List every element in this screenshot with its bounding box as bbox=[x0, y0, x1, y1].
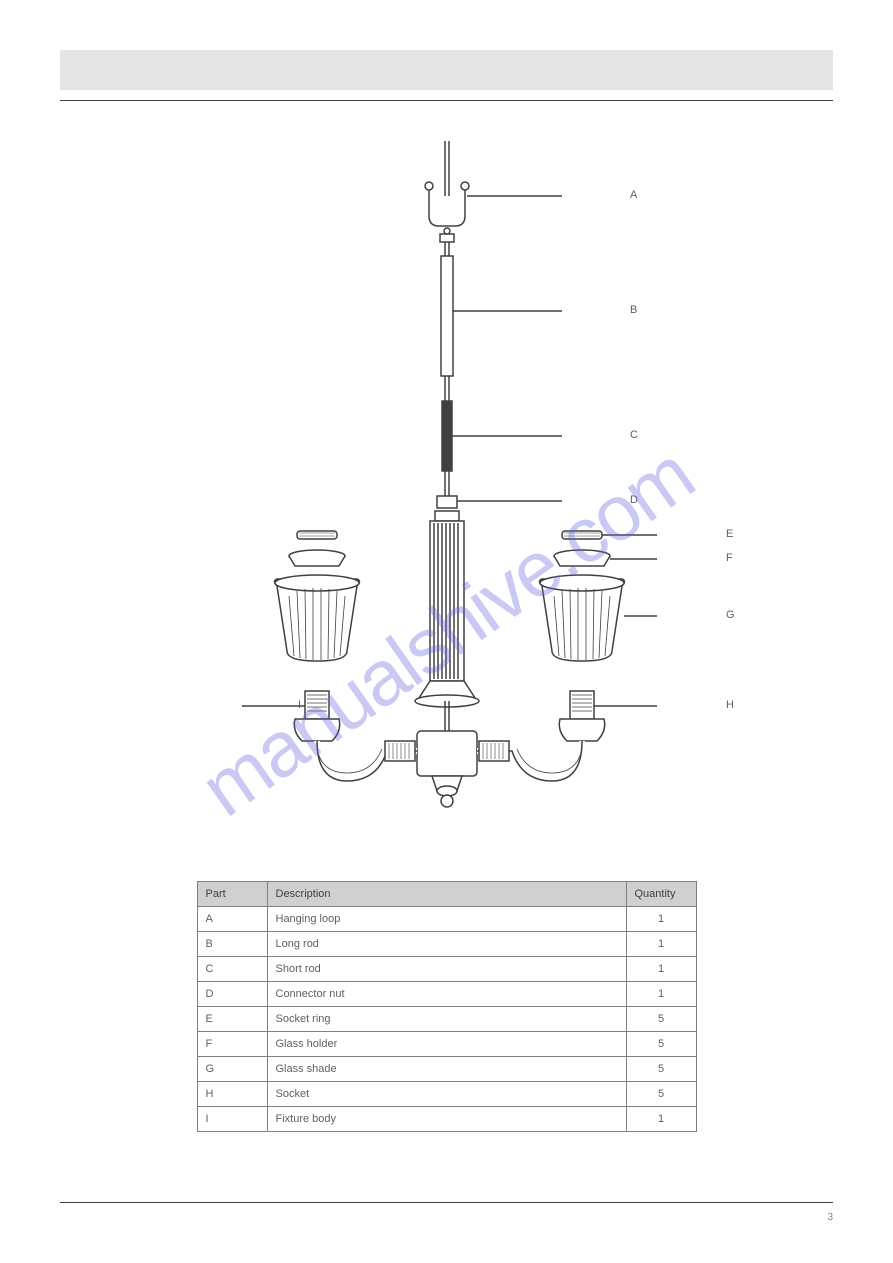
table-row: B Long rod 1 bbox=[197, 932, 696, 957]
th-quantity: Quantity bbox=[626, 882, 696, 907]
page-container: A B C D E F G H I Part Description Quant… bbox=[0, 0, 893, 1263]
cell-desc: Glass shade bbox=[267, 1057, 626, 1082]
cell-part: E bbox=[197, 1007, 267, 1032]
label-c: C bbox=[630, 429, 638, 441]
cell-desc: Connector nut bbox=[267, 982, 626, 1007]
cell-part: B bbox=[197, 932, 267, 957]
cell-qty: 5 bbox=[626, 1007, 696, 1032]
label-a: A bbox=[630, 189, 637, 201]
cell-desc: Short rod bbox=[267, 957, 626, 982]
cell-part: F bbox=[197, 1032, 267, 1057]
chandelier-diagram bbox=[167, 141, 727, 861]
cell-part: A bbox=[197, 907, 267, 932]
cell-qty: 1 bbox=[626, 932, 696, 957]
table-row: F Glass holder 5 bbox=[197, 1032, 696, 1057]
label-h: H bbox=[726, 699, 734, 711]
th-part: Part bbox=[197, 882, 267, 907]
table-row: G Glass shade 5 bbox=[197, 1057, 696, 1082]
label-e: E bbox=[726, 528, 733, 540]
th-description: Description bbox=[267, 882, 626, 907]
cell-qty: 1 bbox=[626, 957, 696, 982]
table-row: E Socket ring 5 bbox=[197, 1007, 696, 1032]
cell-part: G bbox=[197, 1057, 267, 1082]
cell-desc: Socket bbox=[267, 1082, 626, 1107]
table-row: C Short rod 1 bbox=[197, 957, 696, 982]
cell-qty: 1 bbox=[626, 982, 696, 1007]
cell-desc: Hanging loop bbox=[267, 907, 626, 932]
label-f: F bbox=[726, 552, 733, 564]
table-row: H Socket 5 bbox=[197, 1082, 696, 1107]
cell-desc: Long rod bbox=[267, 932, 626, 957]
cell-part: H bbox=[197, 1082, 267, 1107]
cell-qty: 5 bbox=[626, 1032, 696, 1057]
cell-desc: Glass holder bbox=[267, 1032, 626, 1057]
diagram-area: A B C D E F G H I bbox=[60, 141, 833, 861]
table-row: I Fixture body 1 bbox=[197, 1107, 696, 1132]
header-underline bbox=[60, 100, 833, 101]
table-header-row: Part Description Quantity bbox=[197, 882, 696, 907]
label-i: I bbox=[298, 699, 301, 711]
footer-line bbox=[60, 1202, 833, 1203]
parts-table: Part Description Quantity A Hanging loop… bbox=[197, 881, 697, 1132]
label-d: D bbox=[630, 494, 638, 506]
page-number: 3 bbox=[827, 1212, 833, 1223]
cell-desc: Socket ring bbox=[267, 1007, 626, 1032]
cell-qty: 1 bbox=[626, 907, 696, 932]
label-b: B bbox=[630, 304, 637, 316]
header-bar bbox=[60, 50, 833, 90]
table-row: A Hanging loop 1 bbox=[197, 907, 696, 932]
cell-desc: Fixture body bbox=[267, 1107, 626, 1132]
cell-qty: 5 bbox=[626, 1057, 696, 1082]
cell-part: I bbox=[197, 1107, 267, 1132]
cell-qty: 1 bbox=[626, 1107, 696, 1132]
cell-part: C bbox=[197, 957, 267, 982]
table-row: D Connector nut 1 bbox=[197, 982, 696, 1007]
label-g: G bbox=[726, 609, 735, 621]
cell-part: D bbox=[197, 982, 267, 1007]
cell-qty: 5 bbox=[626, 1082, 696, 1107]
